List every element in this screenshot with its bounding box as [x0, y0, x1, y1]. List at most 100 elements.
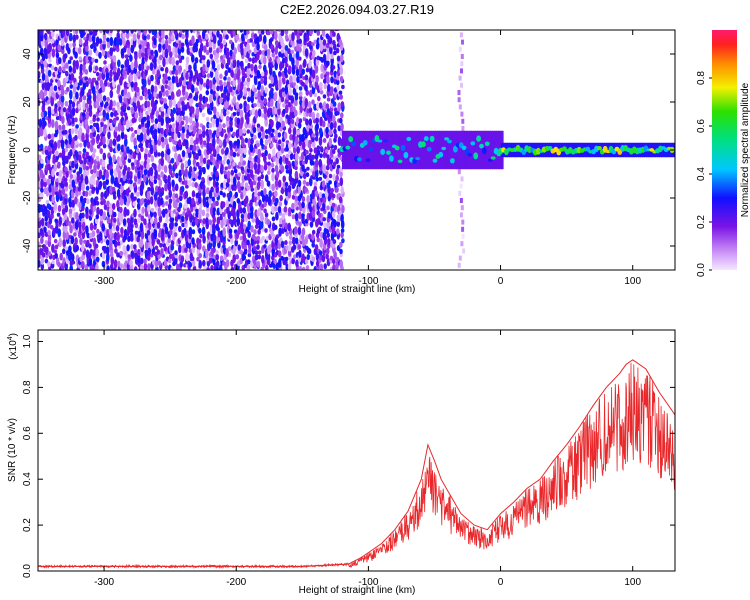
spectrogram-cell: [325, 247, 330, 255]
spectrogram-cell: [337, 125, 342, 132]
spectrogram-cell: [226, 110, 230, 115]
spectrogram-cell: [263, 97, 268, 105]
spectrogram-band-halo: [352, 130, 356, 170]
spectrogram-cell: [160, 150, 165, 159]
spectrogram-cell: [284, 45, 289, 51]
spectrogram-cell: [136, 159, 140, 168]
spectrogram-cell: [114, 126, 118, 133]
spectrogram-cell: [335, 47, 340, 54]
spectrogram-cell: [106, 265, 110, 270]
colorbar-tick-label: 0.8: [696, 71, 707, 85]
snr-y-tick-label: 1.0: [22, 334, 33, 348]
spectrogram-cell: [119, 263, 124, 269]
spectrogram-cell: [132, 33, 137, 42]
spectrogram-cell: [96, 228, 100, 234]
spectrogram-cell: [127, 158, 132, 163]
spectrogram-cell: [261, 194, 266, 203]
spectrogram-cell: [318, 212, 322, 218]
spectrogram-cell: [159, 197, 164, 206]
spectrogram-cell: [74, 117, 78, 123]
spectrogram-cell: [219, 190, 223, 196]
spectrogram-cell: [127, 194, 131, 204]
spectrogram-cell: [294, 30, 298, 36]
spectrogram-cell: [141, 56, 146, 65]
spectrogram-cell: [244, 137, 249, 143]
spectrogram-cell: [306, 166, 310, 171]
spectrogram-band-halo: [479, 130, 483, 170]
spectrogram-cell: [92, 77, 97, 83]
spectrogram-band-halo: [589, 142, 593, 158]
spectrogram-cell: [191, 197, 195, 205]
spectrogram-cell: [133, 208, 137, 218]
spectrogram-cell: [74, 150, 78, 156]
spectrogram-cell: [120, 131, 125, 140]
spectrogram-cell: [270, 37, 274, 42]
spectrogram-cell: [202, 55, 206, 61]
spectrogram-cell: [92, 148, 97, 154]
spectrogram-cell: [212, 49, 217, 56]
spectrogram-cell: [202, 95, 206, 104]
spectrogram-streak-cell: [461, 234, 465, 239]
spectrogram-cell: [140, 198, 145, 205]
spectrogram-cell: [116, 84, 121, 92]
spectrogram-cell: [78, 166, 83, 175]
spectrogram-cell: [324, 149, 329, 154]
spectrogram-cell: [177, 101, 181, 109]
spectrogram-cell: [62, 107, 67, 113]
spectrogram-cell: [298, 38, 303, 45]
spectrogram-cell: [229, 49, 233, 57]
spectrogram-cell: [149, 253, 154, 258]
spectrogram-cell: [323, 263, 328, 270]
spectrogram-cell: [102, 211, 107, 221]
spectrogram-cell: [148, 234, 152, 242]
spectrogram-cell: [164, 201, 169, 206]
spectrogram-cell: [201, 209, 206, 217]
spectrogram-cell: [332, 263, 336, 270]
spectrogram-cell: [132, 182, 137, 188]
spectrogram-cell: [340, 231, 344, 239]
spectrogram-cell: [241, 33, 245, 41]
spectrogram-cell: [99, 30, 103, 34]
spectrogram-cell: [40, 111, 45, 118]
spectrogram-cell: [164, 226, 169, 235]
spectrogram-cell: [47, 133, 52, 140]
spectrogram-cell: [178, 114, 183, 124]
spectrogram-cell: [43, 128, 47, 138]
spectrogram-cell: [192, 125, 197, 135]
spectrogram-cell: [109, 146, 113, 153]
spectrogram-cell: [112, 138, 117, 147]
spectrogram-cell: [268, 244, 272, 253]
spectrogram-cell: [228, 190, 233, 198]
spectrogram-cell: [164, 137, 168, 146]
spectrogram-cell: [251, 31, 255, 40]
spectrogram-cell: [309, 177, 313, 187]
spectrogram-streak-cell: [460, 54, 464, 59]
spectrogram-cell: [321, 120, 326, 128]
spectrogram-cell: [105, 70, 110, 81]
spectrogram-cell: [201, 104, 205, 110]
spectrogram-cell: [232, 111, 237, 117]
spectrogram-cell: [171, 123, 176, 129]
spectrogram-cell: [109, 241, 113, 251]
spectrogram-cell: [170, 244, 175, 251]
snr-y-multiplier: (x104): [7, 333, 19, 360]
spectrogram-band-halo: [443, 130, 447, 170]
spectrogram-cell: [279, 217, 283, 225]
spectrogram-cell: [99, 125, 103, 134]
spectrogram-cell: [275, 211, 279, 221]
spectrogram-cell: [280, 37, 284, 47]
spectrogram-cell: [291, 57, 295, 67]
spectrogram-cell: [271, 216, 276, 222]
spectrogram-cell: [219, 79, 223, 87]
spectrogram-cell: [234, 239, 238, 247]
spectrogram-cell: [71, 117, 75, 124]
spectrogram-cell: [43, 110, 48, 118]
spectrogram-cell: [83, 239, 87, 244]
spectrogram-cell: [150, 218, 154, 224]
spectrogram-cell: [338, 196, 343, 204]
spectrogram-cell: [54, 252, 58, 259]
spectrogram-cell: [250, 137, 254, 145]
spectrogram-cell: [251, 52, 255, 57]
spectrogram-cell: [40, 263, 45, 270]
spectrogram-cell: [133, 266, 138, 270]
